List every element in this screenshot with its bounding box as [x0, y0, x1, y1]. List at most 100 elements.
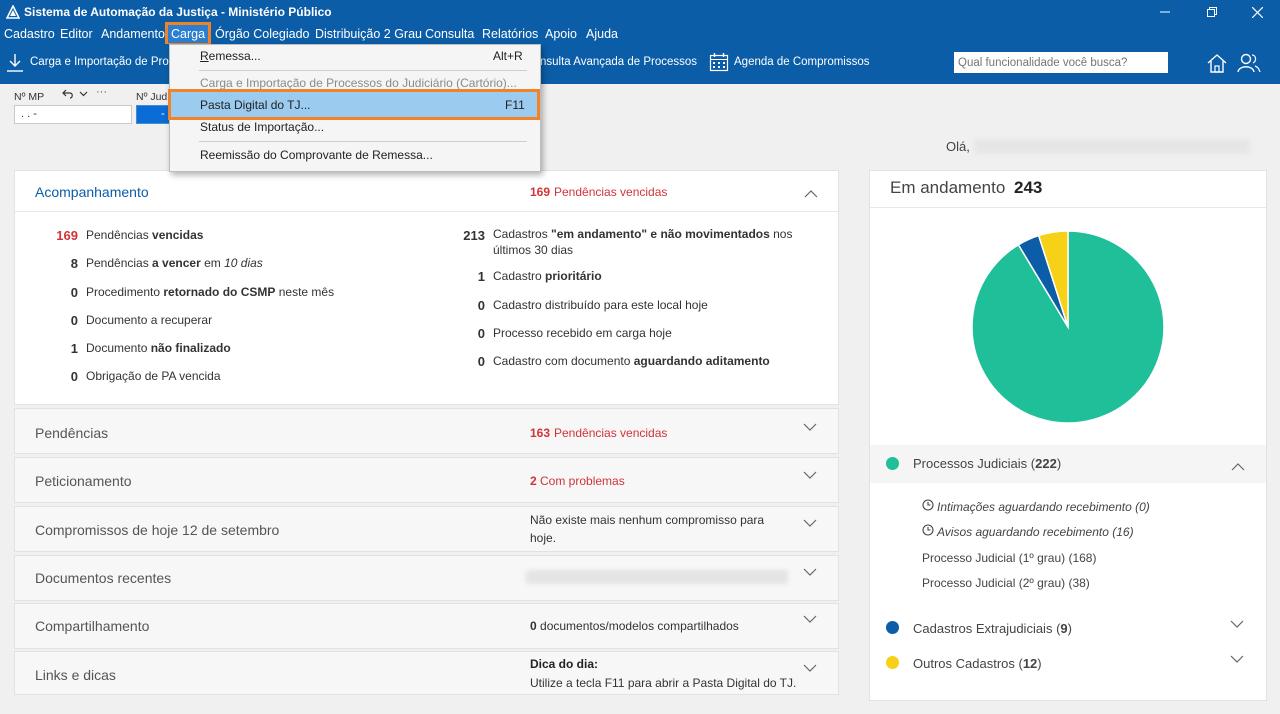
menu-separator [199, 70, 527, 71]
documento-nao-finalizado-link[interactable]: Documento não finalizado [86, 341, 231, 355]
restore-button[interactable] [1189, 0, 1235, 24]
em-andamento-divider [870, 207, 1266, 208]
obrigacao-pa-count: 0 [70, 369, 78, 384]
obrigacao-pa-link[interactable]: Obrigação de PA vencida [86, 369, 221, 383]
cadastros-nao-movimentados-link[interactable]: Cadastros "em andamento" e não movimenta… [493, 227, 793, 241]
chevron-down-icon[interactable] [803, 423, 817, 432]
calendar-icon[interactable] [709, 52, 729, 72]
menu-carga[interactable]: Carga [164, 22, 212, 46]
pendencias-title: Pendências [35, 425, 109, 441]
user-name-redacted [974, 139, 1250, 154]
peticionamento-summary: Com problemas [540, 474, 625, 488]
more-options-icon[interactable]: ··· [96, 86, 107, 98]
home-icon[interactable] [1206, 52, 1228, 74]
agenda-compromissos-button[interactable]: Agenda de Compromissos [734, 56, 870, 68]
outros-cadastros-label[interactable]: Outros Cadastros (12) [913, 656, 1042, 671]
menu-item-remessa-shortcut: Alt+R [493, 49, 523, 63]
compromissos-summary-line2: hoje. [530, 531, 557, 545]
cadastro-prioritario-count: 1 [477, 269, 485, 284]
menu-item-remessa[interactable]: Remessa... [200, 49, 261, 63]
close-button[interactable] [1234, 0, 1280, 24]
jud-number-value: - [161, 108, 165, 120]
pendencias-summary: Pendências vencidas [554, 426, 668, 440]
compartilhamento-title: Compartilhamento [35, 618, 150, 634]
avisos-link[interactable]: Avisos aguardando recebimento (16) [937, 525, 1134, 539]
chevron-down-icon[interactable] [1230, 620, 1244, 629]
window-title: Sistema de Automação da Justiça - Minist… [24, 5, 332, 19]
chevron-down-icon[interactable] [803, 568, 817, 577]
cadastro-aditamento-link[interactable]: Cadastro com documento aguardando aditam… [493, 354, 770, 368]
peticionamento-section[interactable] [14, 457, 839, 503]
menu-ajuda[interactable]: Ajuda [586, 27, 618, 41]
cadastro-prioritario-link[interactable]: Cadastro prioritário [493, 269, 602, 283]
procedimento-retornado-link[interactable]: Procedimento retornado do CSMP neste mês [86, 285, 335, 299]
minimize-button[interactable] [1142, 0, 1188, 24]
processo-2-grau-link[interactable]: Processo Judicial (2º grau) (38) [922, 576, 1090, 590]
jud-number-input[interactable]: - [136, 105, 170, 124]
jud-label: Nº Jud [136, 91, 168, 103]
menu-editor[interactable]: Editor [60, 27, 93, 41]
minimize-icon [1160, 11, 1170, 13]
chevron-down-icon[interactable] [1230, 655, 1244, 664]
pendencias-vencidas-link[interactable]: Pendências vencidas [86, 228, 204, 242]
menu-separator [199, 141, 527, 142]
menu-distribuicao-2-grau[interactable]: Distribuição 2 Grau [315, 27, 422, 41]
pendencias-a-vencer-count: 8 [70, 256, 78, 271]
processo-recebido-link[interactable]: Processo recebido em carga hoje [493, 326, 672, 340]
chevron-down-icon[interactable] [79, 91, 88, 97]
chevron-down-icon[interactable] [803, 615, 817, 624]
compartilhamento-section[interactable] [14, 603, 839, 649]
chevron-up-icon[interactable] [1231, 462, 1245, 471]
menu-item-pasta-digital[interactable] [168, 89, 540, 120]
cadastro-distribuido-link[interactable]: Cadastro distribuído para este local hoj… [493, 298, 708, 312]
search-input[interactable] [954, 52, 1168, 73]
cadastros-nao-movimentados-line2: últimos 30 dias [493, 243, 574, 257]
chevron-down-icon[interactable] [803, 664, 817, 673]
links-dicas-title: Links e dicas [35, 667, 116, 683]
menu-relatorios[interactable]: Relatórios [482, 27, 539, 41]
consulta-avancada-button[interactable]: nsulta Avançada de Processos [540, 56, 698, 68]
chevron-down-icon[interactable] [803, 471, 817, 480]
cadastro-distribuido-count: 0 [477, 298, 485, 313]
mp-number-value: . . - [21, 108, 37, 120]
procedimento-retornado-count: 0 [70, 285, 78, 300]
compromissos-section[interactable] [14, 506, 839, 552]
users-icon[interactable] [1237, 52, 1261, 74]
pendencias-a-vencer-link[interactable]: Pendências a vencer em 10 dias [86, 256, 263, 270]
cadastros-nao-movimentados-count: 213 [463, 228, 485, 243]
em-andamento-total: 243 [1014, 178, 1043, 197]
pendencias-count: 163 [530, 426, 551, 440]
documento-recuperar-link[interactable]: Documento a recuperar [86, 313, 213, 327]
menu-item-reemissao[interactable]: Reemissão do Comprovante de Remessa... [200, 148, 433, 162]
menu-consulta[interactable]: Consulta [425, 27, 475, 41]
menu-item-status-importacao[interactable]: Status de Importação... [200, 120, 325, 134]
menu-apoio[interactable]: Apoio [545, 27, 577, 41]
menu-orgao-colegiado[interactable]: Órgão Colegiado [215, 27, 310, 41]
acompanhamento-summary-num: 169 [530, 185, 551, 199]
carga-importacao-button[interactable]: Carga e Importação de Proc [30, 56, 175, 68]
acompanhamento-header[interactable] [15, 171, 838, 212]
outros-cadastros-dot [886, 656, 899, 669]
undo-icon[interactable] [62, 89, 74, 99]
menu-andamento[interactable]: Andamento [101, 27, 165, 41]
menu-cadastro[interactable]: Cadastro [4, 27, 55, 41]
mp-number-input[interactable]: . . - [14, 105, 132, 124]
processo-recebido-count: 0 [477, 326, 485, 341]
compromissos-title: Compromissos de hoje 12 de setembro [35, 522, 280, 538]
intimacoes-link[interactable]: Intimações aguardando recebimento (0) [937, 500, 1150, 514]
chevron-up-icon[interactable] [804, 189, 818, 198]
menu-item-carga-importacao: Carga e Importação de Processos do Judic… [200, 76, 517, 90]
cadastros-extrajudiciais-label[interactable]: Cadastros Extrajudiciais (9) [913, 621, 1072, 636]
acompanhamento-card [14, 170, 839, 405]
mp-label: Nº MP [14, 91, 45, 103]
links-dicas-section[interactable] [14, 651, 839, 695]
processo-1-grau-link[interactable]: Processo Judicial (1º grau) (168) [922, 551, 1097, 565]
peticionamento-title: Peticionamento [35, 473, 132, 489]
pendencias-section[interactable] [14, 408, 839, 454]
chevron-down-icon[interactable] [803, 519, 817, 528]
documentos-recentes-redacted [526, 570, 788, 584]
documentos-recentes-title: Documentos recentes [35, 570, 172, 586]
compromissos-summary-line1: Não existe mais nenhum compromisso para [530, 513, 765, 527]
processos-judiciais-header[interactable] [870, 445, 1266, 483]
download-icon[interactable] [6, 53, 24, 73]
